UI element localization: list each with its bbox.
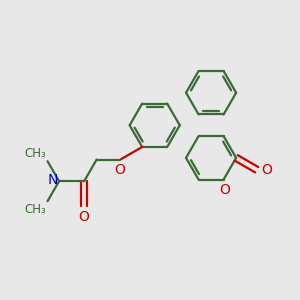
Text: CH₃: CH₃	[25, 147, 46, 160]
Text: O: O	[79, 210, 90, 224]
Text: O: O	[219, 183, 230, 197]
Text: CH₃: CH₃	[25, 203, 46, 216]
Text: O: O	[261, 163, 272, 177]
Text: O: O	[114, 163, 125, 177]
Text: N: N	[47, 173, 58, 187]
